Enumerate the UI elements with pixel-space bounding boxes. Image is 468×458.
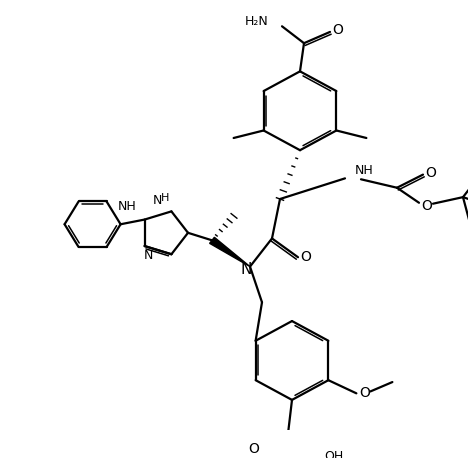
Text: O: O — [359, 387, 370, 400]
Text: O: O — [300, 250, 311, 264]
Text: O: O — [425, 166, 437, 180]
Text: N: N — [144, 249, 154, 262]
Polygon shape — [210, 237, 250, 267]
Text: N: N — [153, 194, 162, 207]
Text: H₂N: H₂N — [244, 15, 268, 28]
Text: N: N — [240, 262, 252, 277]
Text: O: O — [422, 199, 432, 213]
Text: OH: OH — [324, 450, 343, 458]
Text: H: H — [161, 193, 169, 203]
Text: O: O — [333, 23, 344, 37]
Text: NH: NH — [118, 200, 137, 213]
Text: O: O — [249, 442, 259, 456]
Text: NH: NH — [355, 164, 374, 177]
